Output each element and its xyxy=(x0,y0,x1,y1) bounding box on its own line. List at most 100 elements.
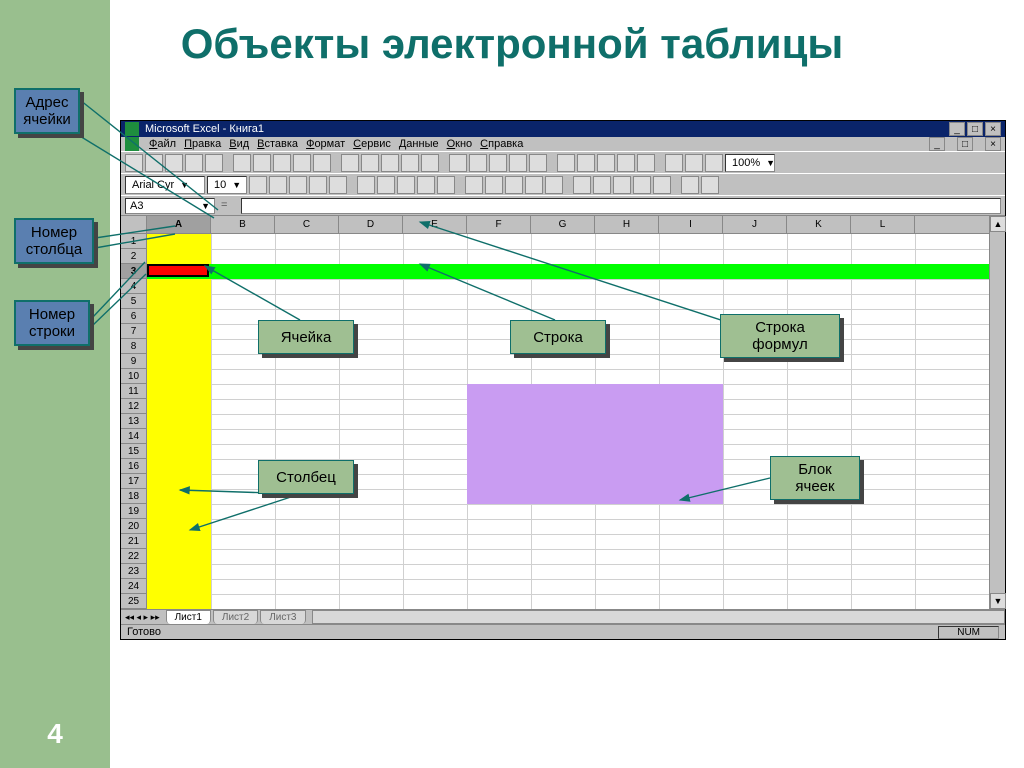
sheet-tab[interactable]: Лист1 xyxy=(166,610,211,624)
toolbar-button[interactable] xyxy=(125,154,143,172)
horizontal-scrollbar[interactable] xyxy=(312,610,1006,624)
row-header[interactable]: 5 xyxy=(121,294,146,309)
column-header[interactable]: B xyxy=(211,216,275,233)
toolbar-button[interactable] xyxy=(485,176,503,194)
menu-формат[interactable]: Формат xyxy=(306,138,345,150)
row-header[interactable]: 3 xyxy=(121,264,146,279)
select-all-corner[interactable] xyxy=(121,216,146,234)
column-header[interactable]: I xyxy=(659,216,723,233)
column-header[interactable]: K xyxy=(787,216,851,233)
zoom-box[interactable]: 100%▼ xyxy=(725,154,775,172)
row-header[interactable]: 1 xyxy=(121,234,146,249)
menu-данные[interactable]: Данные xyxy=(399,138,439,150)
toolbar-button[interactable] xyxy=(269,176,287,194)
fx-button[interactable]: = xyxy=(221,199,235,213)
toolbar-button[interactable] xyxy=(329,176,347,194)
menu-вид[interactable]: Вид xyxy=(229,138,249,150)
scroll-up-button[interactable]: ▲ xyxy=(990,216,1006,232)
row-header[interactable]: 13 xyxy=(121,414,146,429)
toolbar-button[interactable] xyxy=(377,176,395,194)
column-header[interactable]: D xyxy=(339,216,403,233)
toolbar-button[interactable] xyxy=(417,176,435,194)
toolbar-button[interactable] xyxy=(465,176,483,194)
toolbar-button[interactable] xyxy=(653,176,671,194)
doc-max-button[interactable]: □ xyxy=(957,137,973,151)
toolbar-button[interactable] xyxy=(633,176,651,194)
toolbar-button[interactable] xyxy=(525,176,543,194)
toolbar-button[interactable] xyxy=(185,154,203,172)
toolbar-button[interactable] xyxy=(233,154,251,172)
toolbar-button[interactable] xyxy=(701,176,719,194)
toolbar-button[interactable] xyxy=(557,154,575,172)
menu-правка[interactable]: Правка xyxy=(184,138,221,150)
menu-файл[interactable]: Файл xyxy=(149,138,176,150)
toolbar-button[interactable] xyxy=(401,154,419,172)
toolbar-button[interactable] xyxy=(545,176,563,194)
sheet-tab[interactable]: Лист2 xyxy=(213,610,258,624)
toolbar-button[interactable] xyxy=(665,154,683,172)
toolbar-button[interactable] xyxy=(449,154,467,172)
column-header[interactable]: A xyxy=(147,216,211,233)
toolbar-button[interactable] xyxy=(421,154,439,172)
column-header[interactable]: G xyxy=(531,216,595,233)
toolbar-button[interactable] xyxy=(253,154,271,172)
vertical-scrollbar[interactable]: ▲ ▼ xyxy=(989,216,1005,609)
row-header[interactable]: 25 xyxy=(121,594,146,609)
column-header[interactable]: C xyxy=(275,216,339,233)
column-header[interactable]: H xyxy=(595,216,659,233)
column-header[interactable]: J xyxy=(723,216,787,233)
sheet-tab[interactable]: Лист3 xyxy=(260,610,305,624)
toolbar-button[interactable] xyxy=(249,176,267,194)
toolbar-button[interactable] xyxy=(293,154,311,172)
menu-сервис[interactable]: Сервис xyxy=(353,138,391,150)
column-header[interactable]: E xyxy=(403,216,467,233)
row-header[interactable]: 19 xyxy=(121,504,146,519)
toolbar-button[interactable] xyxy=(617,154,635,172)
row-header[interactable]: 12 xyxy=(121,399,146,414)
toolbar-button[interactable] xyxy=(309,176,327,194)
mdi-max-button[interactable]: □ xyxy=(967,122,983,136)
active-cell[interactable] xyxy=(147,264,209,277)
doc-close-button[interactable]: × xyxy=(985,137,1001,151)
toolbar-button[interactable] xyxy=(469,154,487,172)
scroll-down-button[interactable]: ▼ xyxy=(990,593,1006,609)
row-header[interactable]: 24 xyxy=(121,579,146,594)
row-header[interactable]: 7 xyxy=(121,324,146,339)
row-header[interactable]: 14 xyxy=(121,429,146,444)
row-header[interactable]: 17 xyxy=(121,474,146,489)
toolbar-button[interactable] xyxy=(381,154,399,172)
toolbar-button[interactable] xyxy=(489,154,507,172)
doc-min-button[interactable]: _ xyxy=(929,137,945,151)
toolbar-button[interactable] xyxy=(397,176,415,194)
toolbar-button[interactable] xyxy=(573,176,591,194)
row-header[interactable]: 22 xyxy=(121,549,146,564)
row-header[interactable]: 2 xyxy=(121,249,146,264)
column-header[interactable]: L xyxy=(851,216,915,233)
row-header[interactable]: 4 xyxy=(121,279,146,294)
toolbar-button[interactable] xyxy=(357,176,375,194)
row-header[interactable]: 23 xyxy=(121,564,146,579)
toolbar-button[interactable] xyxy=(593,176,611,194)
row-header[interactable]: 8 xyxy=(121,339,146,354)
toolbar-button[interactable] xyxy=(361,154,379,172)
menu-вставка[interactable]: Вставка xyxy=(257,138,298,150)
toolbar-button[interactable] xyxy=(685,154,703,172)
toolbar-button[interactable] xyxy=(313,154,331,172)
row-header[interactable]: 6 xyxy=(121,309,146,324)
toolbar-button[interactable] xyxy=(637,154,655,172)
row-header[interactable]: 21 xyxy=(121,534,146,549)
toolbar-button[interactable] xyxy=(145,154,163,172)
row-header[interactable]: 9 xyxy=(121,354,146,369)
toolbar-button[interactable] xyxy=(705,154,723,172)
row-header[interactable]: 15 xyxy=(121,444,146,459)
row-header[interactable]: 10 xyxy=(121,369,146,384)
menu-справка[interactable]: Справка xyxy=(480,138,523,150)
formula-input[interactable] xyxy=(241,198,1001,214)
toolbar-button[interactable] xyxy=(205,154,223,172)
cells[interactable] xyxy=(147,234,989,609)
row-header[interactable]: 11 xyxy=(121,384,146,399)
mdi-min-button[interactable]: _ xyxy=(949,122,965,136)
toolbar-button[interactable] xyxy=(505,176,523,194)
column-header[interactable]: F xyxy=(467,216,531,233)
toolbar-button[interactable] xyxy=(613,176,631,194)
